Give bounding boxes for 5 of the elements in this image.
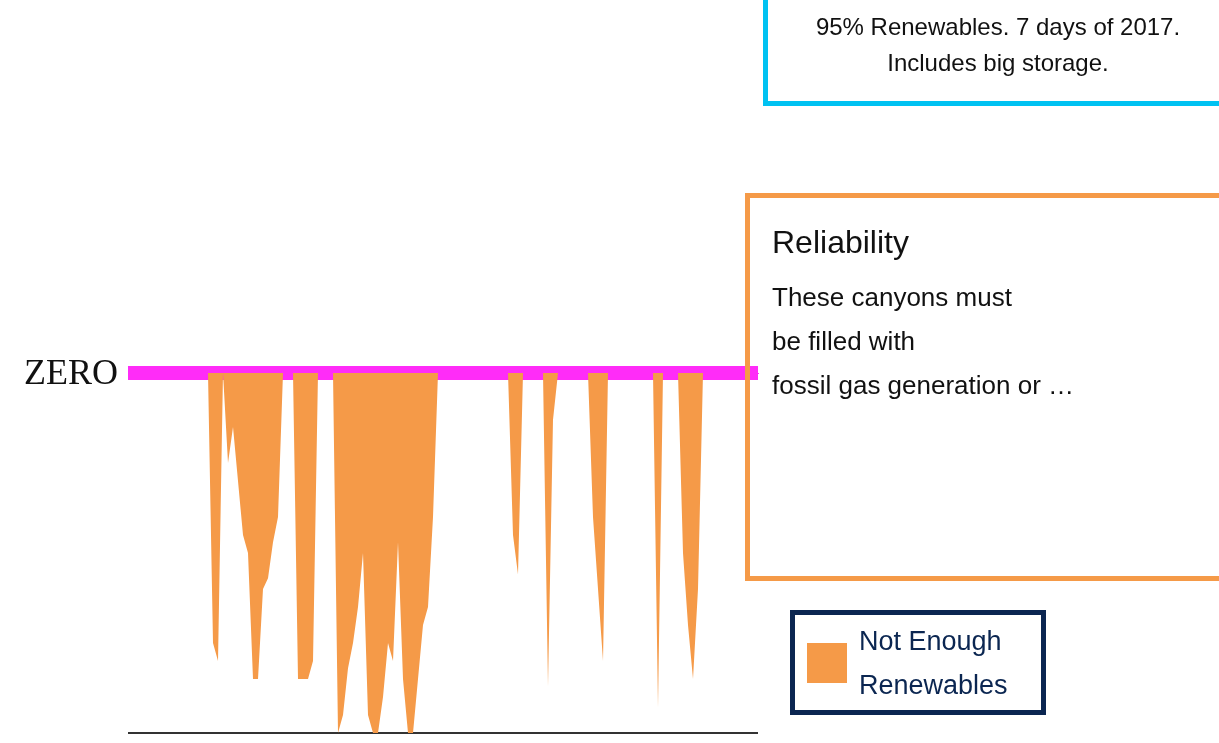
text: Reliability xyxy=(772,224,910,261)
text: 95% Renewables. 7 days of 2017. Includes big storage. xyxy=(763,0,1219,106)
legend-label: Not Enough Renewables xyxy=(859,624,1009,702)
ref-line-label: ZERO xyxy=(24,352,118,393)
text: These canyons must be filled with fossil gas generation or … xyxy=(772,281,1076,402)
